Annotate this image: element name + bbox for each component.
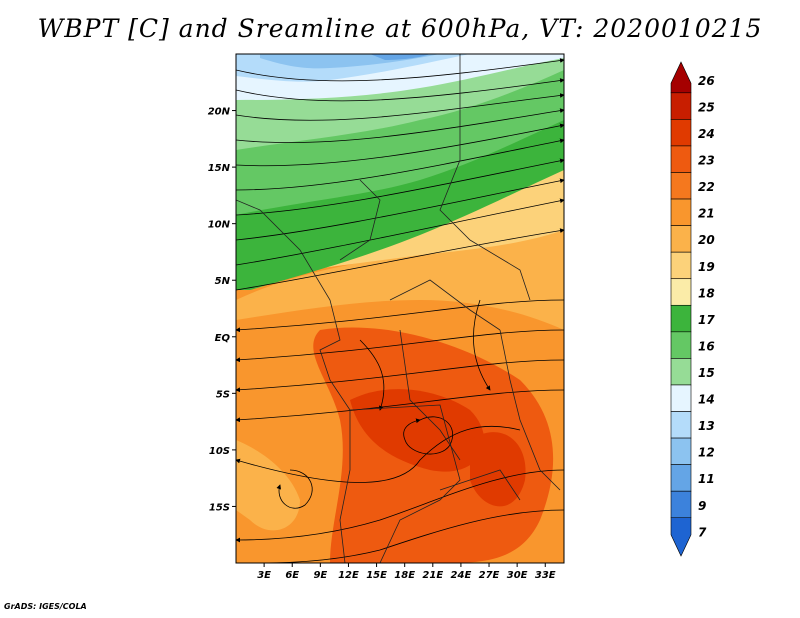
- lat-tick-label: EQ: [215, 333, 231, 344]
- lat-tick-label: 15S: [209, 502, 230, 513]
- lon-tick-label: 27E: [479, 570, 500, 581]
- colorbar-swatch: [670, 490, 692, 519]
- colorbar-label: 25: [698, 100, 715, 114]
- lat-tick-label: 5N: [215, 276, 231, 287]
- plot-frame: [235, 53, 565, 564]
- lon-axis: 3E 6E 9E 12E 15E 18E 21E 24E 27E 30E 33E: [257, 563, 556, 581]
- colorbar-swatch: [670, 61, 692, 94]
- colorbar-label: 20: [698, 233, 715, 247]
- colorbar-swatch: [670, 198, 692, 226]
- colorbar-swatch: [670, 145, 692, 173]
- lon-tick-label: 15E: [366, 570, 387, 581]
- colorbar-swatch: [670, 251, 692, 280]
- colorbar-swatch: [670, 331, 692, 359]
- chart-title: WBPT [C] and Sreamline at 600hPa, VT: 20…: [37, 14, 763, 43]
- lat-axis: 20N 15N 10N 5N EQ 5S 10S 15S: [208, 107, 236, 513]
- lon-tick-label: 18E: [394, 570, 415, 581]
- colorbar-label: 24: [698, 127, 715, 141]
- streamlines: [236, 58, 564, 563]
- colorbar-swatch: [670, 464, 692, 492]
- colorbar-swatch: [670, 92, 692, 120]
- colorbar-label: 22: [698, 180, 715, 194]
- lon-tick-label: 3E: [257, 570, 271, 581]
- lon-tick-label: 9E: [313, 570, 327, 581]
- colorbar-label: 14: [698, 393, 715, 407]
- lat-tick-label: 5S: [216, 389, 230, 400]
- colorbar-label: 16: [698, 339, 715, 353]
- lon-tick-label: 24E: [451, 570, 472, 581]
- colorbar-label: 7: [698, 525, 707, 539]
- colorbar-label: 12: [698, 446, 715, 460]
- lat-tick-label: 20N: [208, 107, 231, 118]
- lon-tick-label: 33E: [535, 570, 556, 581]
- colorbar-swatch: [670, 304, 692, 333]
- colorbar-label: 18: [698, 286, 715, 300]
- country-borders: [236, 54, 561, 563]
- colorbar-swatch: [670, 119, 692, 147]
- colorbar-swatch: [670, 358, 692, 386]
- colorbar-swatch: [670, 225, 692, 253]
- lat-tick-label: 15N: [208, 163, 231, 174]
- colorbar-swatch: [670, 384, 692, 412]
- lat-tick-label: 10S: [209, 446, 230, 457]
- lat-tick-label: 10N: [208, 220, 231, 231]
- colorbar-label: 13: [698, 419, 715, 433]
- credit-text: GrADS: IGES/COLA: [4, 602, 87, 611]
- colorbar-label: 23: [698, 154, 715, 168]
- colorbar-label: 15: [698, 366, 715, 380]
- colorbar-label: 11: [698, 472, 715, 486]
- colorbar-swatch: [670, 517, 692, 557]
- colorbar-swatch: [670, 411, 692, 439]
- lon-tick-label: 30E: [507, 570, 528, 581]
- colorbar-label: 9: [698, 499, 706, 513]
- wbpt-shaded-field: [236, 54, 564, 563]
- colorbar-swatch: [670, 278, 692, 306]
- lon-tick-label: 21E: [422, 570, 443, 581]
- colorbar-swatch: [670, 437, 692, 465]
- colorbar-swatch: [670, 172, 692, 200]
- colorbar-label: 21: [698, 207, 715, 221]
- colorbar-label: 19: [698, 260, 715, 274]
- lon-tick-label: 6E: [285, 570, 299, 581]
- lon-tick-label: 12E: [338, 570, 359, 581]
- colorbar-label: 26: [698, 74, 715, 88]
- colorbar: 26 25 24 23 22 21 20 19 18 17 16 15 14 13 12 11 9 7: [670, 61, 715, 557]
- colorbar-label: 17: [698, 313, 715, 327]
